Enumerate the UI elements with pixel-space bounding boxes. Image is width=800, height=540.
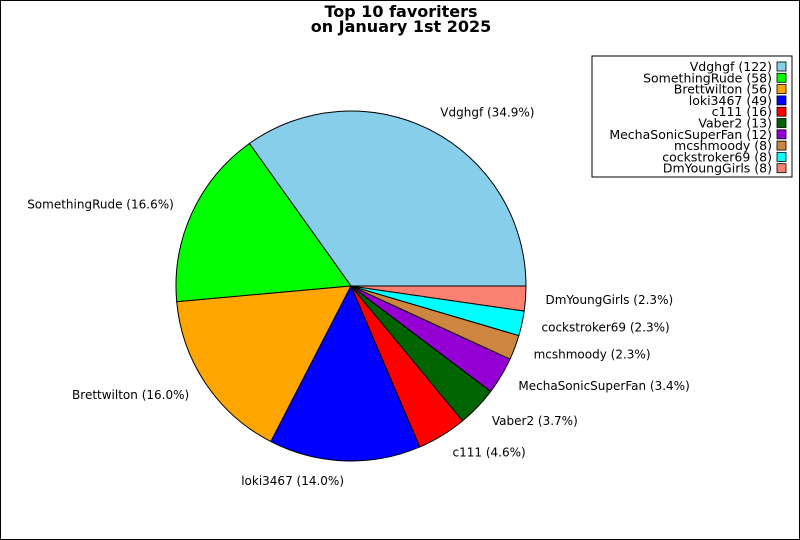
pie-slice-Brettwilton <box>176 285 352 443</box>
legend-swatch-MechaSonicSuperFan <box>776 129 787 140</box>
legend-swatch-Brettwilton <box>776 84 787 94</box>
legend-entry-c111: c111 (16) <box>712 104 772 119</box>
slice-label-Brettwilton: Brettwilton (16.0%) <box>72 388 189 402</box>
slice-label-MechaSonicSuperFan: MechaSonicSuperFan (3.4%) <box>518 379 689 393</box>
slice-label-mcshmoody: mcshmoody (2.3%) <box>534 348 651 362</box>
legend-swatch-SomethingRude <box>776 72 787 83</box>
legend-swatch-cockstroker69 <box>776 151 787 162</box>
slice-label-loki3467: loki3467 (14.0%) <box>241 474 344 488</box>
pie-slice-loki3467 <box>270 285 421 462</box>
legend-swatch-Vaber2 <box>776 118 787 128</box>
chart-subtitle: on January 1st 2025 <box>311 17 492 36</box>
legend-swatch-DmYoungGirls <box>776 163 787 174</box>
legend-entry-SomethingRude: SomethingRude (58) <box>643 70 772 85</box>
pie-slice-Vdghgf <box>248 110 527 287</box>
slice-label-SomethingRude: SomethingRude (16.6%) <box>27 198 174 212</box>
legend-swatch-Vdghgf <box>776 61 787 72</box>
legend-entry-Vdghgf: Vdghgf (122) <box>690 59 772 74</box>
legend-swatch-c111 <box>776 106 787 117</box>
slice-label-DmYoungGirls: DmYoungGirls (2.3%) <box>546 293 674 307</box>
slice-label-c111: c111 (4.6%) <box>453 446 526 460</box>
slice-labels: Vdghgf (34.9%) SomethingRude (16.6%) Brett… <box>27 106 690 488</box>
legend: Vdghgf (122)SomethingRude (58)Brettwilto… <box>591 55 793 178</box>
legend-entry-mcshmoody: mcshmoody (8) <box>674 138 772 153</box>
slice-label-Vdghgf: Vdghgf (34.9%) <box>440 106 534 120</box>
pie-slices <box>175 110 527 462</box>
slice-label-Vaber2: Vaber2 (3.7%) <box>492 414 578 428</box>
legend-swatch-mcshmoody <box>776 140 787 151</box>
legend-entry-cockstroker69: cockstroker69 (8) <box>662 149 772 164</box>
legend-entry-MechaSonicSuperFan: MechaSonicSuperFan (12) <box>609 127 772 142</box>
legend-swatch-loki3467 <box>776 95 787 106</box>
legend-entry-loki3467: loki3467 (49) <box>689 93 772 108</box>
chart-title: Top 10 favoriters <box>324 2 477 21</box>
legend-entry-DmYoungGirls: DmYoungGirls (8) <box>663 161 772 176</box>
legend-entry-Vaber2: Vaber2 (13) <box>698 116 772 131</box>
legend-entry-Brettwilton: Brettwilton (56) <box>674 82 772 97</box>
slice-label-cockstroker69: cockstroker69 (2.3%) <box>542 321 670 335</box>
pie-slice-SomethingRude <box>175 143 352 303</box>
pie-slice-DmYoungGirls <box>350 285 527 312</box>
legend-box <box>591 55 793 178</box>
